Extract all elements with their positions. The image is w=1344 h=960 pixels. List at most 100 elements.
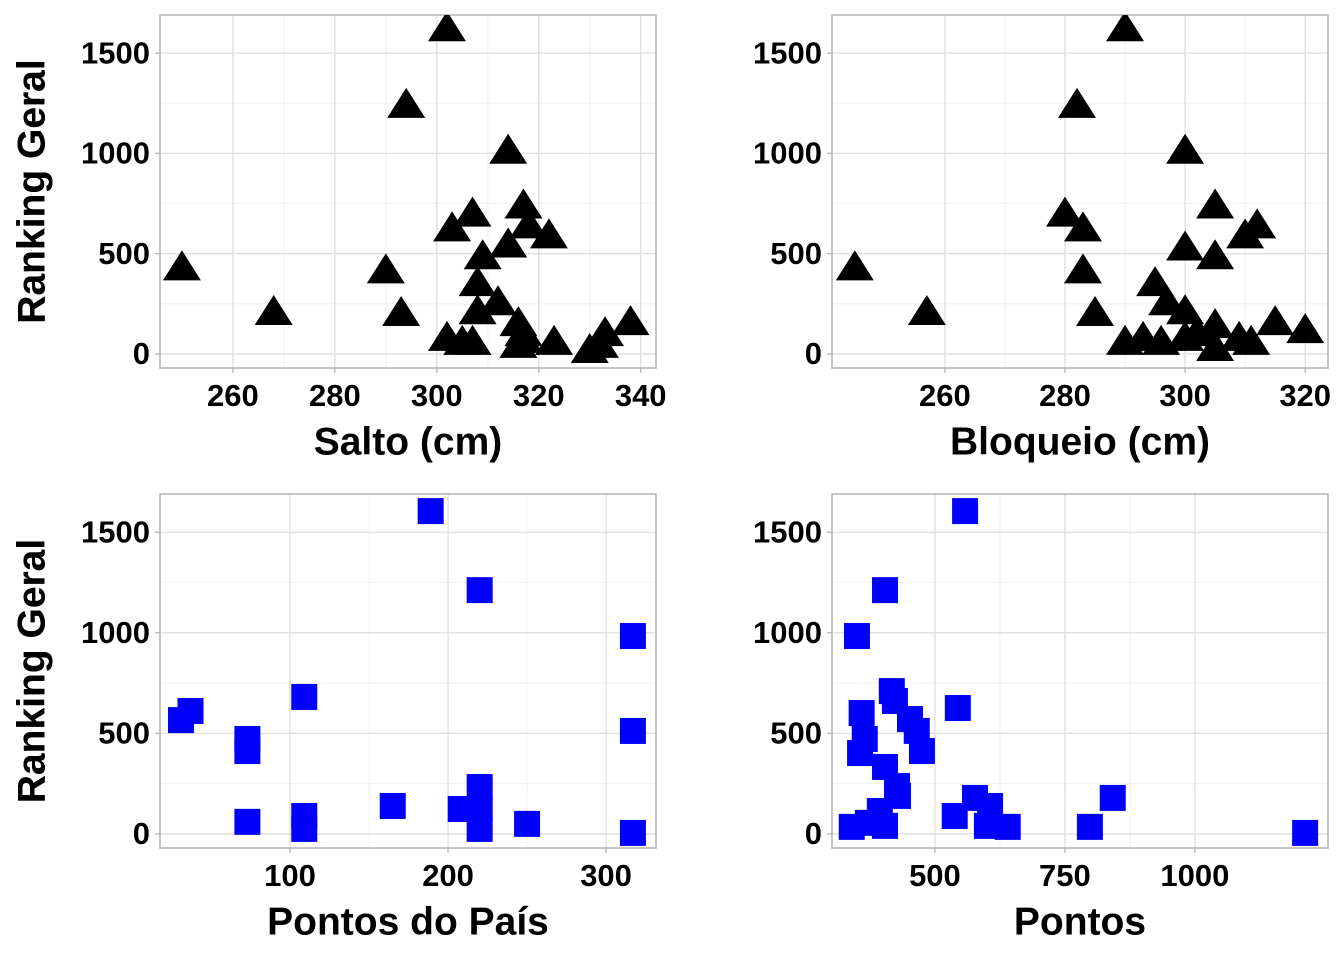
x-axis-label: Pontos <box>1014 900 1146 943</box>
y-tick-label: 1000 <box>753 615 822 650</box>
triangle-point <box>1286 313 1325 344</box>
y-axis-label: Ranking Geral <box>10 59 53 323</box>
x-tick-label: 280 <box>1039 378 1091 413</box>
square-point <box>466 577 493 604</box>
y-tick-label: 500 <box>770 716 822 751</box>
triangle-point <box>1196 330 1235 361</box>
square-point <box>843 623 870 650</box>
square-point <box>872 577 899 604</box>
triangle-point <box>1064 211 1103 242</box>
square-point <box>848 700 875 727</box>
x-tick-label: 300 <box>1159 378 1211 413</box>
points <box>162 15 650 363</box>
triangle-point <box>611 305 650 336</box>
triangle-point <box>535 324 574 355</box>
y-tick-label: 0 <box>133 336 150 371</box>
triangle-point <box>489 133 528 164</box>
triangle-point <box>1057 87 1096 118</box>
panel-border <box>159 493 657 849</box>
triangle-point <box>478 285 517 316</box>
panel: 100 200 300 0 500 1000 1500 Pontos do País Ranki… <box>10 493 657 943</box>
square-point <box>619 623 646 650</box>
square-point <box>291 815 318 842</box>
points <box>835 15 1325 361</box>
y-tick-label: 1500 <box>81 514 150 549</box>
x-tick-label: 260 <box>919 378 971 413</box>
triangle-point <box>489 227 528 258</box>
triangle-point <box>586 316 625 347</box>
triangle-point <box>458 294 497 325</box>
triangle-point <box>1166 294 1205 325</box>
x-tick-label: 100 <box>264 858 316 893</box>
square-point <box>1292 819 1319 846</box>
square-point <box>234 738 261 765</box>
y-tick-label: 1000 <box>81 615 150 650</box>
triangle-point <box>254 295 293 326</box>
triangle-point <box>1064 253 1103 284</box>
x-tick-label: 300 <box>411 378 463 413</box>
triangle-point <box>1196 188 1235 219</box>
triangle-point <box>1166 133 1205 164</box>
square-point <box>466 774 493 801</box>
triangle-point <box>1178 316 1217 347</box>
triangle-point <box>504 322 543 353</box>
square-point <box>466 815 493 842</box>
square-point <box>838 813 865 840</box>
panel: 260 280 300 320 0 500 1000 1500 Bloqueio (cm) Ran… <box>10 14 1331 463</box>
triangle-point <box>366 253 405 284</box>
triangle-point <box>453 324 492 355</box>
triangle-point <box>529 218 568 249</box>
triangle-point <box>1045 196 1084 227</box>
square-point <box>619 717 646 744</box>
triangle-point <box>453 196 492 227</box>
triangle-point <box>1136 266 1175 297</box>
square-point <box>847 740 874 767</box>
triangle-point <box>1196 239 1235 270</box>
points <box>168 498 646 846</box>
square-point <box>952 498 979 525</box>
x-tick-label: 320 <box>513 378 565 413</box>
square-point <box>417 498 444 525</box>
y-axis-label: Ranking Geral <box>10 539 53 803</box>
x-tick-label: 500 <box>909 858 961 893</box>
x-tick-label: 280 <box>309 378 361 413</box>
x-axis-label: Salto (cm) <box>314 420 503 463</box>
x-tick-label: 300 <box>580 858 632 893</box>
triangle-point <box>509 208 548 239</box>
triangle-point <box>1196 308 1235 339</box>
square-point <box>168 707 195 734</box>
panel-border <box>159 14 657 369</box>
y-tick-label: 500 <box>98 236 150 271</box>
x-tick-label: 200 <box>422 858 474 893</box>
triangle-point <box>162 250 201 281</box>
y-tick-label: 1000 <box>753 136 822 171</box>
x-axis-label: Bloqueio (cm) <box>950 420 1210 463</box>
triangle-point <box>433 211 472 242</box>
square-point <box>619 819 646 846</box>
square-point <box>941 803 968 830</box>
y-tick-label: 0 <box>133 816 150 851</box>
panel: 260 280 300 320 340 0 500 1000 1500 Salto (cm) Ran… <box>10 14 667 463</box>
square-point <box>872 812 899 839</box>
triangle-point <box>387 87 426 118</box>
x-tick-label: 1000 <box>1160 858 1229 893</box>
triangle-point <box>1232 324 1271 355</box>
triangle-point <box>427 15 466 42</box>
square-point <box>514 810 541 837</box>
triangle-point <box>835 250 874 281</box>
y-tick-label: 0 <box>805 816 822 851</box>
panel-border <box>831 493 1329 849</box>
y-tick-label: 1500 <box>753 35 822 70</box>
y-tick-label: 0 <box>805 336 822 371</box>
panel-border <box>831 14 1329 369</box>
points <box>838 498 1319 846</box>
x-tick-label: 340 <box>615 378 667 413</box>
square-point <box>944 695 971 722</box>
triangle-point <box>458 266 497 297</box>
triangle-point <box>382 296 421 327</box>
square-point <box>234 808 261 835</box>
y-tick-label: 1500 <box>753 514 822 549</box>
triangle-point <box>1256 305 1295 336</box>
y-axis-label: Ranking Geral <box>10 539 53 803</box>
